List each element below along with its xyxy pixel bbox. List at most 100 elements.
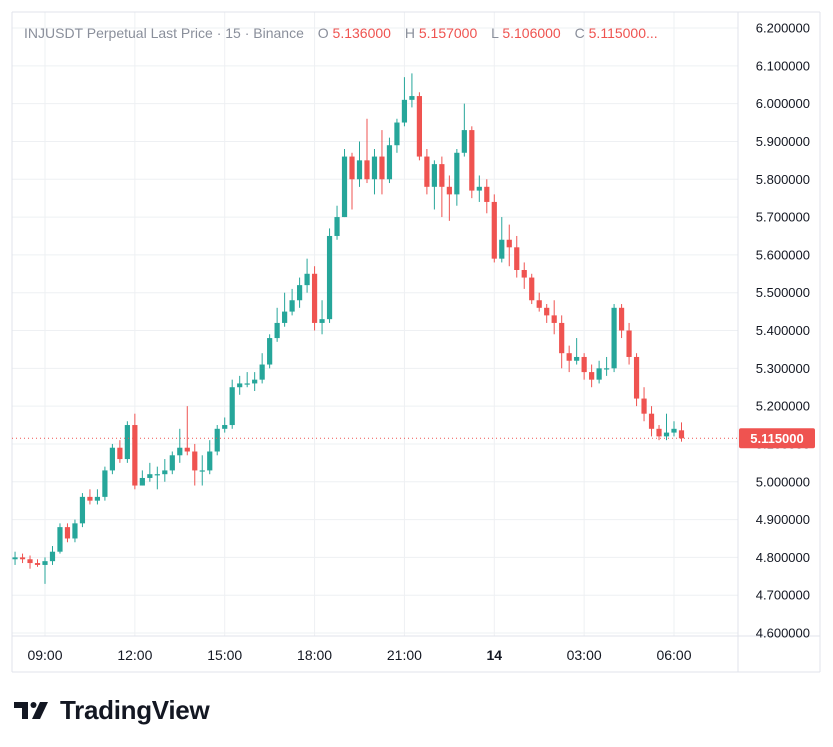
candle[interactable] xyxy=(311,266,318,331)
candle[interactable] xyxy=(42,557,48,584)
candle[interactable] xyxy=(611,304,617,373)
candle[interactable] xyxy=(27,555,33,569)
candle[interactable] xyxy=(304,258,310,293)
candle[interactable] xyxy=(529,273,535,305)
candle[interactable] xyxy=(154,466,160,490)
candle[interactable] xyxy=(12,551,18,565)
candle[interactable] xyxy=(147,462,153,482)
candle[interactable] xyxy=(162,459,168,482)
candle[interactable] xyxy=(678,422,685,442)
candle[interactable] xyxy=(319,300,325,335)
candle[interactable] xyxy=(641,387,647,422)
candle[interactable] xyxy=(79,493,86,528)
candle[interactable] xyxy=(409,73,415,108)
candle[interactable] xyxy=(574,338,580,365)
candle[interactable] xyxy=(34,559,41,567)
candle[interactable] xyxy=(139,470,145,486)
candle[interactable] xyxy=(521,262,527,289)
candle[interactable] xyxy=(589,364,595,388)
candlestick-chart[interactable]: 6.200000 6.100000 6.000000 5.900000 5.800000… xyxy=(0,0,833,690)
candle[interactable] xyxy=(214,425,220,456)
candle[interactable] xyxy=(326,228,333,323)
candle[interactable] xyxy=(184,406,190,456)
candle[interactable] xyxy=(491,194,497,263)
candle[interactable] xyxy=(551,300,557,335)
candle[interactable] xyxy=(469,126,475,199)
time-tick-label: 14 xyxy=(486,647,502,663)
candle[interactable] xyxy=(341,149,348,218)
candle[interactable] xyxy=(476,175,482,202)
candle[interactable] xyxy=(648,406,655,437)
candle[interactable] xyxy=(222,417,228,433)
legend-low-label: L xyxy=(491,25,499,41)
candle[interactable] xyxy=(274,307,280,342)
candle[interactable] xyxy=(446,175,452,221)
candle[interactable] xyxy=(671,421,677,437)
candle[interactable] xyxy=(132,413,138,490)
candle[interactable] xyxy=(618,304,625,339)
candle[interactable] xyxy=(499,217,505,263)
candle[interactable] xyxy=(334,205,340,240)
candle[interactable] xyxy=(259,353,265,384)
candle[interactable] xyxy=(349,152,355,210)
candle[interactable] xyxy=(289,288,295,316)
candle[interactable] xyxy=(371,149,378,195)
candle[interactable] xyxy=(559,315,565,369)
candle[interactable] xyxy=(424,149,430,195)
candle[interactable] xyxy=(19,553,26,564)
candle[interactable] xyxy=(109,443,115,475)
candle-body xyxy=(499,239,505,259)
candle[interactable] xyxy=(439,156,445,218)
candle[interactable] xyxy=(461,103,467,157)
candle[interactable] xyxy=(663,413,670,441)
candle[interactable] xyxy=(87,489,93,505)
candle[interactable] xyxy=(192,443,198,486)
price-tick-label: 4.600000 xyxy=(756,626,810,641)
time-axis[interactable]: 09:00 12:00 15:00 18:00 21:00 14 03:00 06:00 xyxy=(27,647,691,663)
candle[interactable] xyxy=(431,160,437,210)
candle[interactable] xyxy=(633,353,640,407)
candle[interactable] xyxy=(267,334,273,369)
candle[interactable] xyxy=(386,137,393,184)
candle[interactable] xyxy=(229,379,235,429)
candle[interactable] xyxy=(656,425,662,441)
candle[interactable] xyxy=(102,466,108,501)
candle[interactable] xyxy=(207,440,213,475)
candle[interactable] xyxy=(252,372,258,391)
candle[interactable] xyxy=(94,489,101,505)
candle[interactable] xyxy=(177,428,183,463)
candle[interactable] xyxy=(394,118,400,153)
candle[interactable] xyxy=(596,360,602,384)
candle[interactable] xyxy=(57,523,63,554)
candle[interactable] xyxy=(506,224,512,267)
candle[interactable] xyxy=(49,546,56,565)
candle-body xyxy=(596,368,602,380)
candle[interactable] xyxy=(117,440,123,463)
candle[interactable] xyxy=(244,372,250,388)
candle[interactable] xyxy=(626,322,632,365)
candle-body xyxy=(678,430,685,439)
candle[interactable] xyxy=(514,235,520,278)
candle[interactable] xyxy=(484,179,490,214)
candle[interactable] xyxy=(199,455,205,486)
candle[interactable] xyxy=(237,375,243,395)
candle[interactable] xyxy=(356,141,363,187)
candle[interactable] xyxy=(454,149,460,206)
candle[interactable] xyxy=(169,451,175,475)
candle[interactable] xyxy=(296,277,303,308)
candle[interactable] xyxy=(282,292,288,327)
candle[interactable] xyxy=(124,421,130,463)
candle[interactable] xyxy=(416,92,423,161)
candle[interactable] xyxy=(566,345,572,373)
candle[interactable] xyxy=(536,292,542,312)
candle[interactable] xyxy=(364,118,370,184)
price-axis[interactable]: 6.200000 6.100000 6.000000 5.900000 5.800000… xyxy=(756,21,810,641)
candle[interactable] xyxy=(72,519,78,543)
tradingview-brand[interactable]: TradingView xyxy=(14,694,210,726)
candle[interactable] xyxy=(581,353,587,380)
candle[interactable] xyxy=(401,77,408,127)
candle[interactable] xyxy=(544,304,550,323)
candle[interactable] xyxy=(379,130,385,195)
candle[interactable] xyxy=(604,356,610,376)
candle[interactable] xyxy=(64,523,71,543)
